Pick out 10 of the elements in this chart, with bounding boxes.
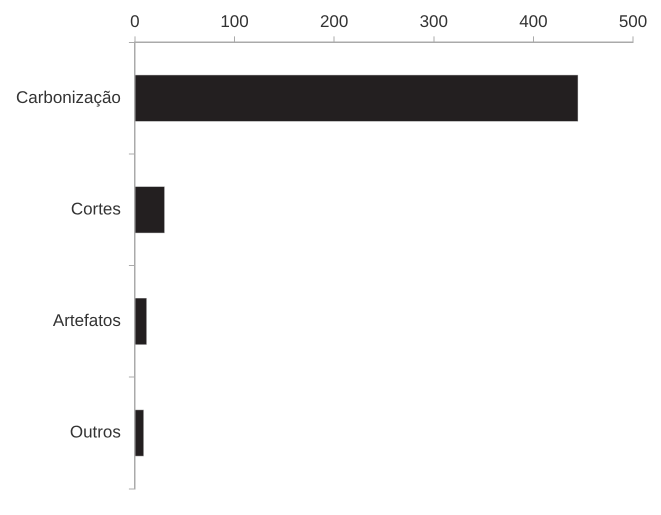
y-tick-label: Carbonização — [16, 88, 121, 107]
x-tick-label: 400 — [519, 12, 548, 31]
y-tick-label: Cortes — [70, 199, 121, 218]
y-tick-label: Outros — [70, 422, 121, 442]
x-tick-label: 0 — [130, 12, 140, 31]
x-tick-label: 100 — [220, 12, 249, 31]
y-tick-label: Artefatos — [52, 311, 121, 330]
x-tick-label: 500 — [618, 12, 648, 31]
x-tick-label: 200 — [320, 12, 348, 31]
x-tick-label: 300 — [420, 12, 448, 31]
